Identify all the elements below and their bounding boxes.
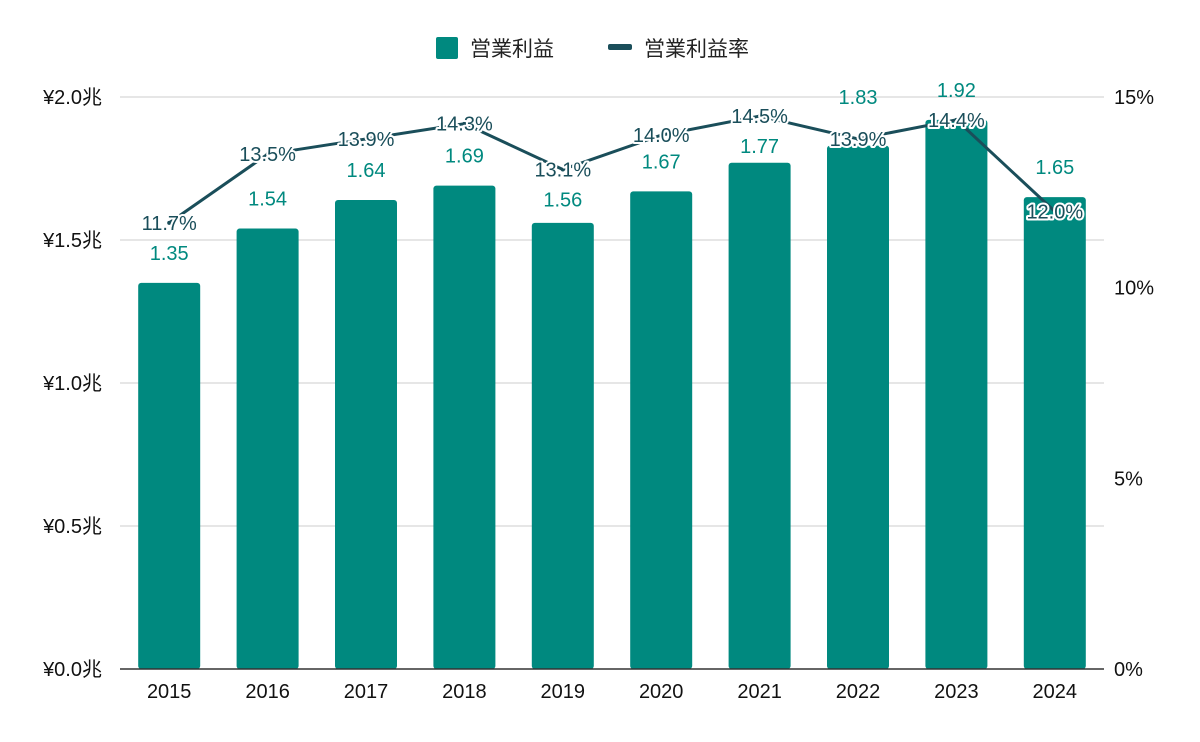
x-tick-label: 2022 <box>836 681 881 703</box>
bar-value-label: 1.83 <box>839 87 878 109</box>
bar-2018[interactable] <box>433 185 496 669</box>
rate-labels: 11.7% 13.5% 13.9% 14.3% 13.1% 14.0% 14.5% 13.9%… <box>140 104 1086 237</box>
bar-2023[interactable] <box>925 119 988 669</box>
rate-value-label: 13.5% <box>239 144 296 166</box>
legend-label-rate: 営業利益率 <box>644 38 749 61</box>
rate-point-2024[interactable] <box>1052 209 1057 214</box>
rate-point-2023[interactable] <box>954 117 959 122</box>
rate-point-2020[interactable] <box>659 133 664 138</box>
x-tick-label: 2024 <box>1033 681 1078 703</box>
x-tick-label: 2016 <box>245 681 290 703</box>
bar-2017[interactable] <box>335 199 397 669</box>
rate-point-2018[interactable] <box>462 121 467 126</box>
x-tick-label: 2023 <box>934 681 979 703</box>
bar-value-label: 1.77 <box>740 136 779 158</box>
bar-2022[interactable] <box>827 145 889 669</box>
bar-value-label: 1.35 <box>150 243 189 265</box>
bar-value-label: 1.69 <box>445 146 484 168</box>
legend: 営業利益 営業利益率 <box>436 37 749 61</box>
rate-value-label: 13.9% <box>830 129 887 151</box>
right-tick-label: 10% <box>1114 278 1154 300</box>
rate-point-2017[interactable] <box>364 136 368 141</box>
legend-item-profit[interactable]: 営業利益 <box>436 37 554 61</box>
legend-swatch-profit <box>436 37 458 59</box>
rate-value-label: 13.9% <box>338 129 395 151</box>
left-tick-label: ¥2.0兆 <box>42 86 102 109</box>
bar-2021[interactable] <box>728 162 791 669</box>
right-tick-label: 15% <box>1114 87 1154 109</box>
bar-value-label: 1.65 <box>1035 157 1074 179</box>
left-tick-label: ¥0.0兆 <box>42 658 102 681</box>
rate-point-2016[interactable] <box>265 152 270 157</box>
right-tick-label: 0% <box>1114 659 1143 681</box>
x-tick-label: 2021 <box>737 681 782 703</box>
bar-2020[interactable] <box>630 191 693 669</box>
rate-point-2015[interactable] <box>167 220 172 225</box>
rate-value-label: 12.0% <box>1026 201 1083 223</box>
rate-value-label: 14.0% <box>633 125 690 147</box>
right-axis: 0% 5% 10% 15% <box>1114 87 1154 681</box>
legend-item-rate[interactable]: 営業利益率 <box>608 38 749 61</box>
x-axis: 2015 2016 2017 2018 2019 2020 2021 2022 2023 2024 <box>120 668 1104 703</box>
legend-swatch-rate <box>608 44 632 50</box>
x-tick-label: 2020 <box>639 681 684 703</box>
rate-point-2019[interactable] <box>560 167 565 172</box>
bar-value-label: 1.92 <box>937 80 976 102</box>
bar-2015[interactable] <box>138 282 201 669</box>
x-tick-label: 2018 <box>442 681 487 703</box>
bar-2016[interactable] <box>236 228 299 669</box>
x-tick-label: 2019 <box>541 681 586 703</box>
bar-value-label: 1.67 <box>642 151 681 173</box>
rate-value-label: 14.3% <box>436 114 493 136</box>
rate-value-label: 11.7% <box>142 213 197 235</box>
rate-value-label: 13.1% <box>534 159 591 181</box>
bar-labels: 1.35 1.54 1.64 1.69 1.56 1.67 1.77 1.83 1.92 1.65 <box>150 80 1075 265</box>
left-tick-label: ¥0.5兆 <box>42 515 102 538</box>
bar-value-label: 1.54 <box>248 189 287 211</box>
left-axis: ¥0.0兆 ¥0.5兆 ¥1.0兆 ¥1.5兆 ¥2.0兆 <box>42 86 102 681</box>
left-tick-label: ¥1.5兆 <box>42 229 102 252</box>
rate-point-2021[interactable] <box>757 114 762 119</box>
bar-2019[interactable] <box>531 222 594 669</box>
bar-value-label: 1.64 <box>347 160 386 182</box>
line-series-rate <box>167 114 1057 225</box>
bar-series-profit <box>138 119 1086 669</box>
legend-label-profit: 営業利益 <box>470 38 554 61</box>
bar-value-label: 1.56 <box>543 189 582 211</box>
left-tick-label: ¥1.0兆 <box>42 372 102 395</box>
rate-point-2022[interactable] <box>856 136 860 141</box>
right-tick-label: 5% <box>1114 468 1143 490</box>
rate-value-label: 14.5% <box>731 106 788 128</box>
rate-line[interactable] <box>167 114 1057 225</box>
x-tick-label: 2017 <box>344 681 389 703</box>
x-tick-label: 2015 <box>147 681 192 703</box>
bar-2024[interactable] <box>1023 197 1086 669</box>
rate-value-label: 14.4% <box>928 110 985 132</box>
